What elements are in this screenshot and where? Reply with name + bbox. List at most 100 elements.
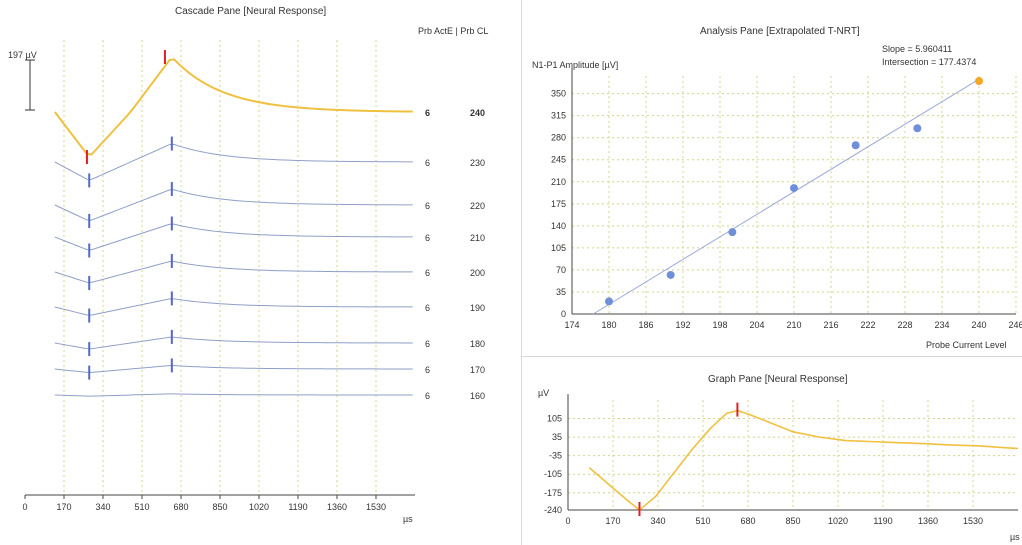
graph-x-tick-label: 850 [785,516,800,526]
analysis-intersection-text: Intersection = 177.4374 [882,57,977,67]
graph-x-tick-label: 510 [695,516,710,526]
cascade-series-active-e: 6 [425,268,430,278]
cascade-header-label: Prb ActE | Prb CL [418,26,489,36]
analysis-x-tick-label: 228 [897,320,912,330]
analysis-slope-text: Slope = 5.960411 [882,44,953,54]
cascade-series-active-e: 6 [425,108,430,118]
analysis-x-tick-label: 240 [971,320,986,330]
analysis-point [790,184,798,193]
cascade-series-label: 190 [470,303,485,313]
graph-x-unit: µs [1010,532,1020,542]
analysis-y-tick-label: 140 [551,221,566,231]
analysis-chart: 174 180 186 192 198 204 210 216 222 228 234 240 246 0… [551,68,1022,330]
cascade-series-label: 230 [470,158,485,168]
cascade-series-active-e: 6 [425,339,430,349]
cascade-x-tick-label: 170 [56,502,71,512]
analysis-y-tick-label: 175 [551,199,566,209]
graph-x-tick-label: 680 [740,516,755,526]
analysis-y-tick-label: 280 [551,133,566,143]
graph-y-unit: µV [538,388,550,398]
graph-y-tick-label: -35 [549,451,562,461]
cascade-x-tick-label: 1360 [327,502,347,512]
cascade-series-label: 240 [470,108,485,118]
graph-y-tick-label: 105 [547,414,562,424]
cascade-trace [54,298,413,316]
analysis-x-tick-label: 204 [749,320,764,330]
cascade-series-active-e: 6 [425,365,430,375]
cascade-series-label: 210 [470,233,485,243]
analysis-pane-title: Analysis Pane [Extrapolated T-NRT] [700,26,860,37]
right-pane-divider [522,356,1022,357]
cascade-trace [54,393,413,397]
analysis-x-tick-label: 192 [675,320,690,330]
analysis-x-tick-label: 246 [1008,320,1022,330]
cascade-scale-label: 197 µV [8,50,37,60]
graph-y-tick-label: 35 [552,432,562,442]
cascade-trace [54,365,413,373]
cascade-series-active-e: 6 [425,158,430,168]
cascade-x-tick-label: 850 [212,502,227,512]
analysis-x-tick-label: 234 [934,320,949,330]
analysis-pane: Analysis Pane [Extrapolated T-NRT] Slope… [522,18,1022,350]
graph-x-tick-label: 340 [650,516,665,526]
analysis-x-tick-label: 210 [786,320,801,330]
analysis-point-highlight [975,77,983,86]
analysis-x-tick-label: 180 [601,320,616,330]
analysis-x-tick-label: 198 [712,320,727,330]
cascade-series-active-e: 6 [425,201,430,211]
cascade-x-tick-label: 1020 [249,502,269,512]
cascade-trace [54,58,413,156]
cascade-series-label: 160 [470,391,485,401]
analysis-y-tick-label: 245 [551,155,566,165]
analysis-y-tick-label: 350 [551,89,566,99]
cascade-pane-title: Cascade Pane [Neural Response] [175,6,327,17]
analysis-y-tick-label: 35 [556,287,566,297]
analysis-x-tick-label: 222 [860,320,875,330]
cascade-x-unit: µs [403,514,413,524]
graph-x-tick-label: 170 [605,516,620,526]
graph-x-tick-label: 0 [565,516,570,526]
cascade-x-tick-label: 510 [134,502,149,512]
cascade-trace [54,336,413,350]
analysis-y-label: N1-P1 Amplitude [µV] [532,60,619,70]
cascade-trace [54,189,413,221]
graph-y-tick-label: -175 [544,488,562,498]
analysis-x-tick-label: 174 [564,320,579,330]
cascade-chart: 0 170 340 510 680 850 1020 1190 1360 1530 6 240 6 230… [22,40,485,512]
cascade-series-active-e: 6 [425,303,430,313]
cascade-series-label: 200 [470,268,485,278]
analysis-y-tick-label: 105 [551,243,566,253]
graph-x-tick-label: 1530 [963,516,983,526]
graph-chart: 0 170 340 510 680 850 1020 1190 1360 1530 -240 -175… [544,394,1019,526]
cascade-series-label: 180 [470,339,485,349]
cascade-series-active-e: 6 [425,391,430,401]
cascade-x-tick-label: 1190 [288,502,307,512]
cascade-x-tick-label: 340 [95,502,110,512]
cascade-series-active-e: 6 [425,233,430,243]
analysis-fit-line [592,78,980,315]
graph-y-tick-label: -105 [544,469,562,479]
cascade-x-tick-label: 1530 [366,502,386,512]
cascade-series-label: 170 [470,365,485,375]
cascade-trace [54,143,413,180]
analysis-point [605,297,613,306]
analysis-point [728,228,737,237]
analysis-y-tick-label: 315 [551,111,566,121]
analysis-y-tick-label: 0 [561,309,566,319]
analysis-x-tick-label: 216 [823,320,838,330]
analysis-x-tick-label: 186 [638,320,653,330]
cascade-x-tick-label: 0 [22,502,27,512]
cascade-trace [54,260,413,283]
cascade-x-tick-label: 680 [173,502,188,512]
analysis-point [913,124,922,133]
analysis-x-label: Probe Current Level [926,340,1007,350]
graph-y-tick-label: -240 [544,505,562,515]
cascade-pane: Cascade Pane [Neural Response] Prb ActE … [8,6,489,524]
graph-response-curve [588,409,1019,512]
analysis-point [666,270,675,279]
analysis-point [851,141,860,150]
analysis-y-tick-label: 210 [551,177,566,187]
pane-divider [521,0,522,545]
graph-pane: Graph Pane [Neural Response] µV µs 0 170 3… [522,360,1022,545]
analysis-y-tick-label: 70 [556,265,566,275]
